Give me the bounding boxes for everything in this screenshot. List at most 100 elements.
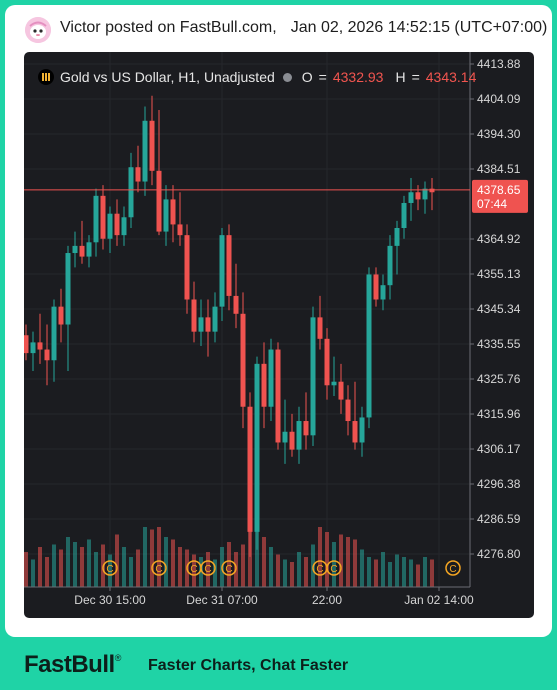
symbol-title[interactable]: Gold vs US Dollar, H1, Unadjusted: [60, 69, 275, 85]
event-marker-icon: [221, 560, 237, 576]
volume-bar: [346, 537, 350, 587]
registered-mark: ®: [114, 653, 122, 663]
open-value: 4332.93: [332, 69, 384, 85]
candle-body: [44, 349, 50, 361]
avatar[interactable]: [25, 17, 51, 43]
candle-body: [114, 213, 120, 236]
candle-body: [219, 235, 225, 307]
candle-body: [100, 195, 106, 239]
volume-bar: [143, 527, 147, 587]
event-marker-icon: [326, 560, 342, 576]
candle-body: [51, 306, 57, 361]
volume-bar: [199, 557, 203, 587]
volume-bar: [255, 517, 259, 587]
volume-bar: [31, 559, 35, 587]
volume-bar: [395, 554, 399, 587]
candle-body: [324, 338, 330, 386]
y-tick-label: 4325.76: [477, 372, 521, 386]
footer-bar: FastBull® Faster Charts, Chat Faster: [0, 637, 557, 690]
volume-bar: [416, 564, 420, 587]
event-marker-label: C: [449, 564, 456, 575]
volume-bar: [45, 557, 49, 587]
volume-bar: [276, 554, 280, 587]
candle-body: [121, 217, 127, 236]
posted-text: posted on FastBull.com: [105, 19, 273, 36]
post-card: Victor posted on FastBull.com, Jan 02, 20…: [5, 5, 552, 637]
event-marker-icon: [151, 560, 167, 576]
candle-body: [429, 188, 435, 193]
volume-bar: [192, 554, 196, 587]
y-tick-label: 4355.13: [477, 267, 521, 281]
volume-bar: [178, 547, 182, 587]
candle-body: [226, 235, 232, 296]
volume-bar: [325, 532, 329, 587]
candle-body: [331, 381, 337, 386]
x-tick-label: Dec 30 15:00: [74, 593, 146, 607]
volume-bar: [73, 542, 77, 587]
candle-body: [163, 199, 169, 232]
volume-bar: [94, 552, 98, 587]
candle-body: [366, 274, 372, 418]
volume-bar: [262, 537, 266, 587]
high-value: 4343.14: [425, 69, 477, 85]
candle-body: [317, 317, 323, 339]
volume-bar: [353, 539, 357, 587]
event-marker-label: C: [316, 564, 323, 575]
candle-body: [191, 299, 197, 332]
y-tick-label: 4413.88: [477, 57, 521, 71]
volume-bar: [38, 547, 42, 587]
volume-bar: [227, 542, 231, 587]
candle-body: [345, 399, 351, 422]
high-key: H: [395, 69, 406, 85]
post-timestamp: Jan 02, 2026 14:52:15 (UTC+07:00): [290, 19, 548, 36]
event-marker-label: C: [106, 564, 113, 575]
volume-bar: [381, 552, 385, 587]
y-tick-label: 4335.55: [477, 337, 521, 351]
candle-body: [261, 363, 267, 407]
candle-body: [422, 188, 428, 200]
chart-panel[interactable]: C C C C C C C C 4413.88 4404.09 4394.30 4384.51 4364…: [24, 52, 534, 618]
x-tick-label: Dec 31 07:00: [186, 593, 258, 607]
event-marker-label: C: [155, 564, 162, 575]
candle-body: [212, 306, 218, 332]
candle-body: [373, 274, 379, 300]
volume-bar: [171, 539, 175, 587]
candle-body: [289, 431, 295, 450]
event-marker-label: C: [330, 564, 337, 575]
volume-bar: [115, 534, 119, 587]
volume-bar: [332, 542, 336, 587]
volume-bar: [150, 529, 154, 587]
volume-bar: [269, 547, 273, 587]
volume-bar: [157, 527, 161, 587]
volume-bar: [87, 539, 91, 587]
candle-body: [72, 245, 78, 254]
candle-body: [205, 317, 211, 332]
volume-bar: [290, 562, 294, 587]
candle-body: [107, 213, 113, 239]
gold-symbol-icon: [38, 69, 54, 85]
candlestick-chart[interactable]: C C C C C C C C4413.884404.094394.304384.514364…: [24, 52, 534, 618]
volume-bar: [59, 549, 63, 587]
volume-bar: [388, 562, 392, 587]
brand-logo[interactable]: FastBull®: [24, 651, 121, 679]
volume-bar: [52, 544, 56, 587]
volume-bar: [164, 537, 168, 587]
open-key: O: [301, 69, 313, 85]
candle-body: [58, 306, 64, 325]
market-status-icon: [282, 72, 292, 82]
x-tick-label: Jan 02 14:00: [404, 593, 474, 607]
candle-body: [387, 245, 393, 286]
candle-body: [93, 195, 99, 243]
event-marker-icon: [200, 560, 216, 576]
y-tick-label: 4296.38: [477, 477, 521, 491]
volume-bar: [430, 559, 434, 587]
event-marker-label: C: [225, 564, 232, 575]
candle-body: [254, 363, 260, 532]
candle-body: [30, 342, 36, 354]
volume-bar: [66, 537, 70, 587]
event-marker-icon: [445, 560, 461, 576]
candle-body: [170, 199, 176, 225]
avatar-face-icon: [25, 17, 51, 43]
author-name[interactable]: Victor: [60, 19, 101, 36]
volume-bar: [213, 559, 217, 587]
